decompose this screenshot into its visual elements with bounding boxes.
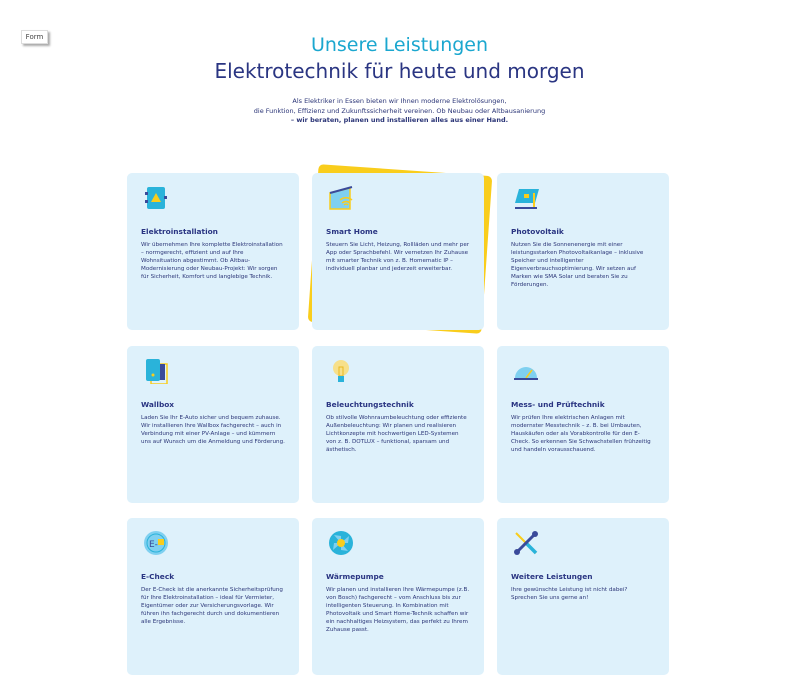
- form-button[interactable]: Form: [21, 30, 48, 44]
- card-text: Wir übernehmen Ihre komplette Elektroins…: [141, 242, 283, 281]
- intro-line: die Funktion, Effizienz und Zukunftssich…: [253, 106, 546, 115]
- intro-text: Als Elektriker in Essen bieten wir Ihnen…: [200, 97, 599, 126]
- card-title: Smart Home: [326, 227, 378, 236]
- intro-line: Als Elektriker in Essen bieten wir Ihnen…: [292, 97, 507, 105]
- card-title: Beleuchtungstechnik: [326, 400, 414, 409]
- heat-pump-icon: [329, 531, 353, 555]
- intro-line: – wir beraten, planen und installieren a…: [290, 116, 509, 124]
- service-card-smart-home[interactable]: Smart Home Steuern Sie Licht, Heizung, R…: [312, 173, 484, 330]
- service-card-wallbox[interactable]: Wallbox Laden Sie Ihr E-Auto sicher und …: [127, 346, 299, 503]
- tools-icon: [514, 531, 538, 555]
- card-title: Weitere Leistungen: [511, 572, 593, 581]
- service-card-weitere-leistungen[interactable]: Weitere Leistungen Ihre gewünschte Leist…: [497, 518, 669, 675]
- service-card-e-check[interactable]: E- E-Check Der E-Check ist die anerkannt…: [127, 518, 299, 675]
- wallbox-icon: [146, 359, 168, 385]
- card-text: Laden Sie Ihr E-Auto sicher und bequem z…: [141, 415, 285, 446]
- e-check-icon: E-: [144, 531, 168, 555]
- light-bulb-icon: [333, 360, 349, 382]
- service-card-photovoltaik[interactable]: Photovoltaik Nutzen Sie die Sonnenenergi…: [497, 173, 669, 330]
- card-title: Wärmepumpe: [326, 572, 384, 581]
- card-title: Mess- und Prüftechnik: [511, 400, 605, 409]
- smart-home-icon: [329, 186, 353, 210]
- service-card-mess-und-prüftechnik[interactable]: Mess- und Prüftechnik Wir prüfen Ihre el…: [497, 346, 669, 503]
- card-text: Wir prüfen Ihre elektrischen Anlagen mit…: [511, 415, 651, 454]
- page-title: Unsere Leistungen: [310, 34, 489, 56]
- service-card-elektroinstallation[interactable]: Elektroinstallation Wir übernehmen Ihre …: [127, 173, 299, 330]
- electrical-panel-icon: [145, 187, 167, 209]
- card-title: Photovoltaik: [511, 227, 564, 236]
- gauge-icon: [514, 367, 538, 380]
- card-text: Ob stilvolle Wohnraumbeleuchtung oder ef…: [326, 415, 467, 454]
- card-text: Der E-Check ist die anerkannte Sicherhei…: [141, 587, 283, 626]
- service-card-beleuchtungstechnik[interactable]: Beleuchtungstechnik Ob stilvolle Wohnrau…: [312, 346, 484, 503]
- card-text: Ihre gewünschte Leistung ist nicht dabei…: [511, 587, 628, 602]
- page-subtitle: Elektrotechnik für heute und morgen: [214, 59, 585, 83]
- service-card-wärmepumpe[interactable]: Wärmepumpe Wir planen und installieren I…: [312, 518, 484, 675]
- card-title: E-Check: [141, 572, 175, 581]
- card-title: Wallbox: [141, 400, 175, 409]
- card-text: Nutzen Sie die Sonnenenergie mit einer l…: [511, 242, 644, 289]
- card-title: Elektroinstallation: [141, 227, 218, 236]
- card-text: Wir planen und installieren Ihre Wärmepu…: [326, 587, 470, 634]
- card-text: Steuern Sie Licht, Heizung, Rollläden un…: [326, 242, 470, 273]
- solar-panel-icon: [515, 189, 539, 209]
- svg-text:E-: E-: [149, 540, 158, 550]
